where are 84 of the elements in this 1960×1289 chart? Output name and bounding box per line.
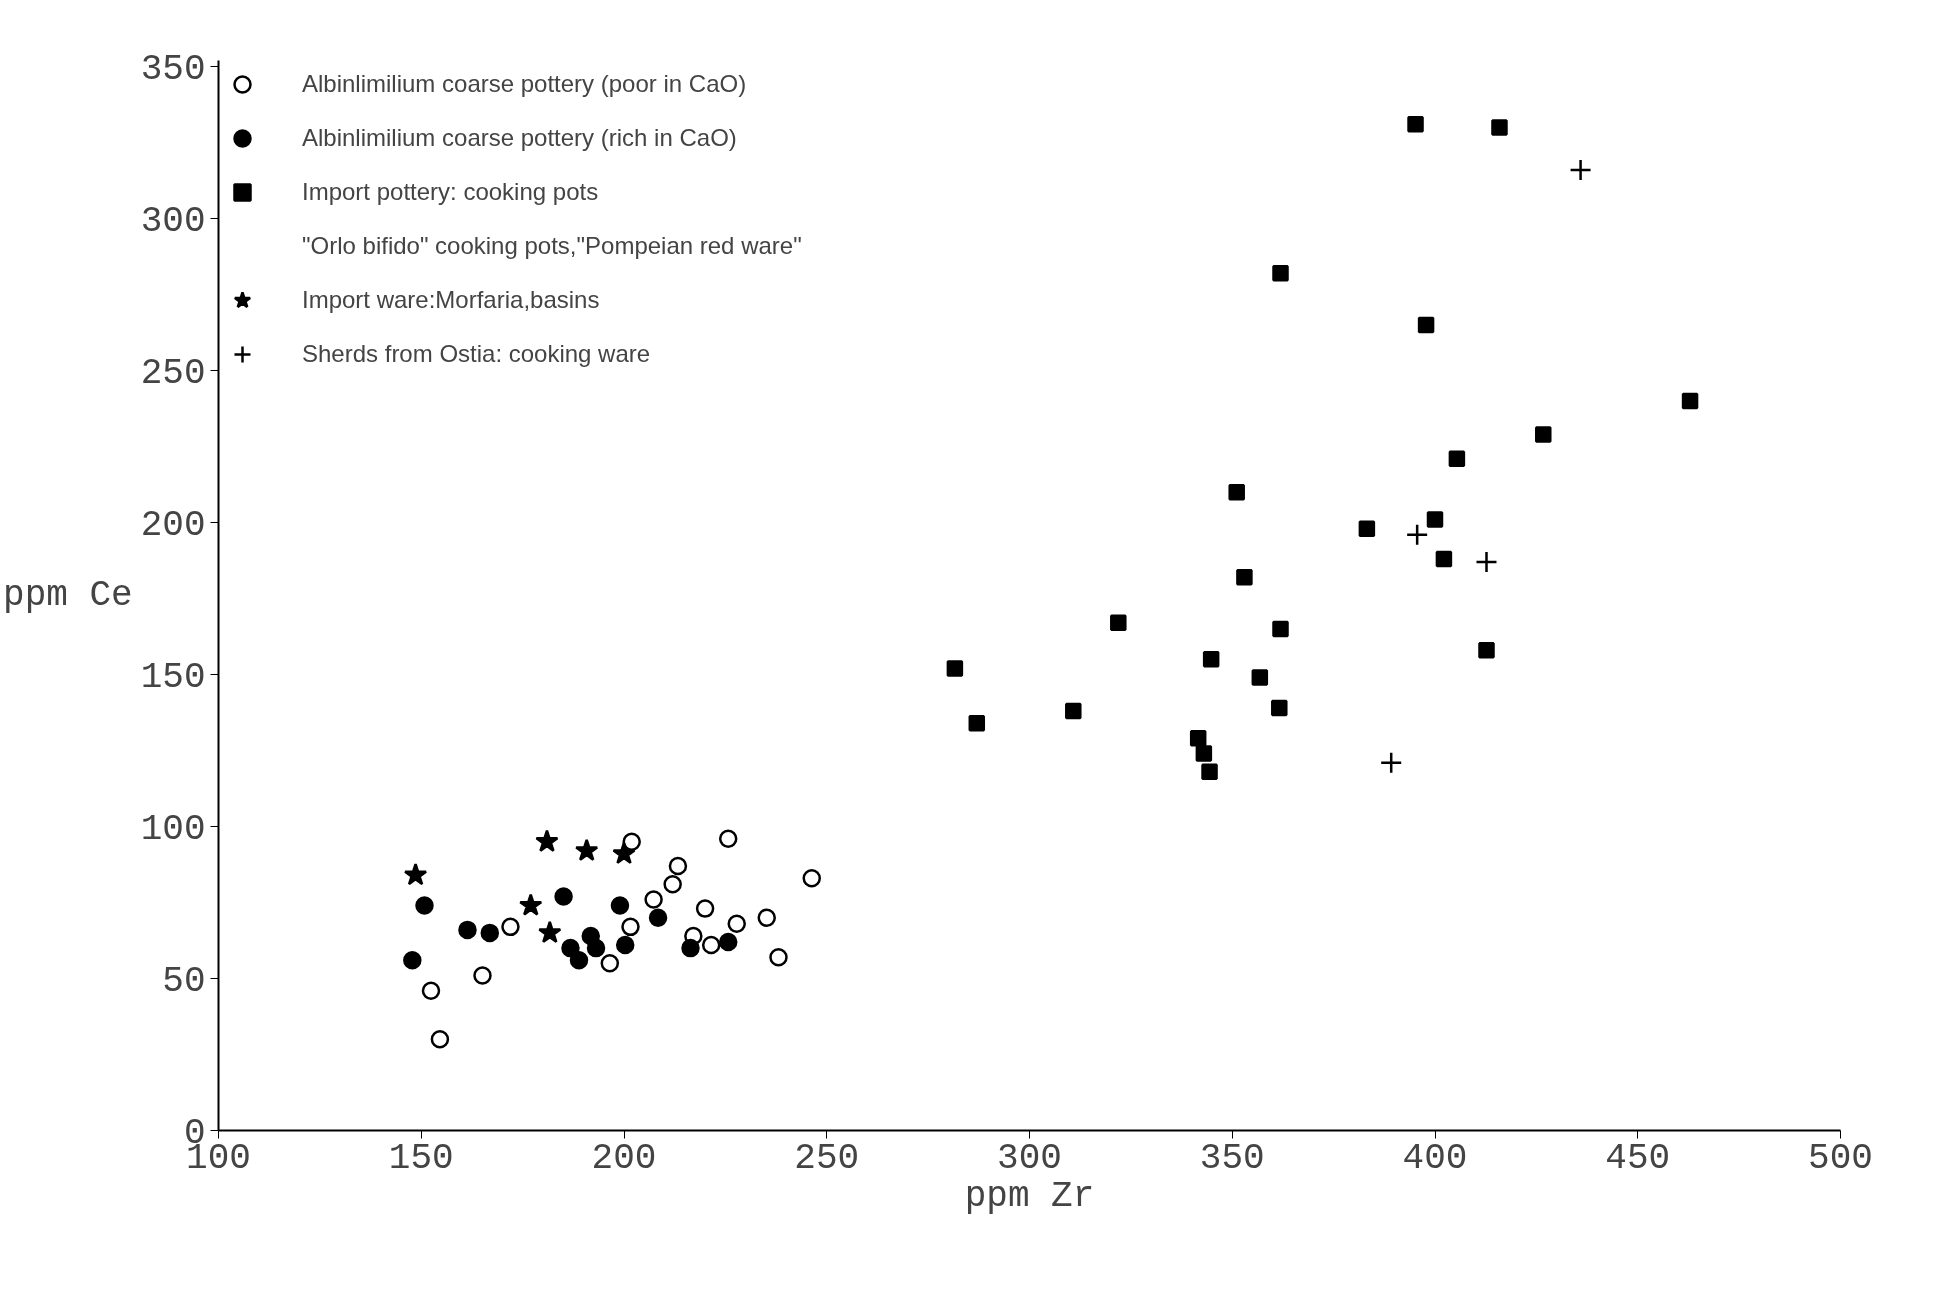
point (644, 890, 663, 909)
point (1272, 620, 1289, 638)
point (473, 966, 492, 985)
point (621, 917, 640, 937)
point (1358, 520, 1376, 537)
point (1189, 730, 1207, 747)
point (430, 1030, 450, 1049)
point (1407, 116, 1424, 133)
point (1379, 751, 1403, 774)
point (535, 829, 559, 852)
point (403, 862, 428, 886)
point (612, 841, 636, 865)
annotation: "Orlo bifido" cooking pots,"Pompeian red ware" (302, 231, 802, 261)
point (569, 951, 589, 970)
point (1236, 569, 1253, 586)
point (1201, 763, 1218, 781)
point (718, 829, 738, 848)
x-tick-label: 350 (1199, 1137, 1265, 1179)
point (1448, 450, 1466, 467)
point (415, 896, 434, 915)
legend-label: Import ware:Morfaria,basins (302, 285, 600, 315)
point (1417, 316, 1435, 334)
point (610, 896, 630, 915)
point (769, 948, 788, 967)
point (1569, 158, 1592, 182)
point (1065, 702, 1082, 720)
point (946, 660, 964, 677)
legend-label: Albinlimilium coarse pottery (poor in CaO) (302, 69, 747, 99)
x-tick-label: 200 (591, 1137, 657, 1179)
x-tick-label: 150 (388, 1137, 454, 1179)
y-tick-label: 300 (140, 200, 206, 242)
point (554, 887, 573, 906)
point (615, 935, 635, 955)
point (1195, 745, 1213, 762)
point (1478, 641, 1495, 659)
point (701, 935, 721, 955)
point (1491, 119, 1508, 136)
y-axis-title: ppm Ce (3, 575, 133, 616)
x-tick-label: 450 (1605, 1137, 1671, 1179)
y-tick-label: 350 (140, 48, 206, 90)
point (1405, 523, 1429, 546)
point (1251, 669, 1269, 686)
point (538, 920, 562, 944)
point (1202, 651, 1220, 668)
y-tick-label: 100 (140, 808, 206, 850)
point (802, 868, 821, 888)
point (968, 714, 986, 732)
y-tick-label: 200 (140, 504, 206, 546)
point (695, 899, 715, 918)
point (663, 875, 682, 894)
point (561, 938, 580, 958)
point (1272, 265, 1289, 282)
legend-label: Sherds from Ostia: cooking ware (302, 339, 651, 369)
point (1426, 511, 1444, 528)
legend-label: Import pottery: cooking pots (302, 177, 599, 207)
point (421, 981, 441, 1000)
point (727, 914, 746, 934)
point (1110, 614, 1127, 632)
point (1535, 426, 1552, 443)
point (1271, 699, 1288, 717)
point (681, 938, 700, 958)
point (718, 932, 738, 952)
point (648, 908, 668, 927)
point (480, 923, 500, 943)
y-tick-label: 150 (140, 656, 206, 698)
point (501, 917, 520, 937)
y-tick-label: 250 (140, 352, 206, 394)
x-tick-label: 250 (794, 1137, 860, 1179)
point (519, 893, 543, 916)
point (458, 920, 477, 940)
y-tick-label: 50 (162, 960, 206, 1002)
x-tick-label: 400 (1402, 1137, 1468, 1179)
point (586, 938, 606, 958)
point (1435, 550, 1453, 568)
x-tick-label: 500 (1808, 1137, 1873, 1179)
point (668, 856, 688, 876)
point (1475, 550, 1498, 574)
legend-label: Albinlimilium coarse pottery (rich in CaO) (302, 123, 737, 153)
point (1681, 392, 1699, 410)
point (574, 838, 599, 861)
point (600, 954, 620, 973)
point (757, 908, 776, 927)
point (403, 951, 422, 970)
point (1228, 483, 1245, 501)
